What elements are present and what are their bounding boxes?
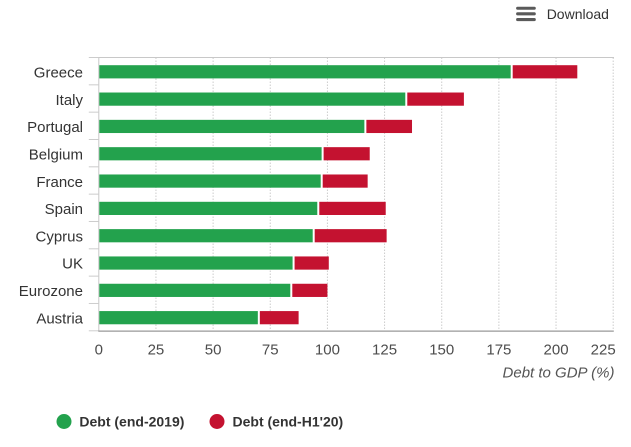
svg-text:125: 125 bbox=[372, 341, 397, 358]
svg-text:200: 200 bbox=[544, 341, 569, 358]
svg-text:Austria: Austria bbox=[36, 310, 83, 327]
svg-text:France: France bbox=[36, 174, 83, 191]
svg-text:Debt (end-2019): Debt (end-2019) bbox=[79, 413, 184, 429]
svg-text:Debt (end-H1'20): Debt (end-H1'20) bbox=[233, 413, 344, 429]
svg-text:25: 25 bbox=[148, 341, 165, 358]
svg-text:Portugal: Portugal bbox=[27, 119, 83, 136]
svg-text:0: 0 bbox=[95, 341, 103, 358]
svg-text:50: 50 bbox=[205, 341, 222, 358]
svg-text:175: 175 bbox=[486, 341, 511, 358]
svg-text:UK: UK bbox=[62, 256, 83, 273]
svg-text:Cyprus: Cyprus bbox=[35, 228, 83, 245]
svg-text:Spain: Spain bbox=[45, 201, 83, 218]
svg-text:75: 75 bbox=[262, 341, 279, 358]
svg-text:Debt to GDP (%): Debt to GDP (%) bbox=[503, 364, 615, 381]
svg-text:Italy: Italy bbox=[55, 92, 83, 109]
svg-text:Greece: Greece bbox=[34, 65, 83, 82]
svg-text:Belgium: Belgium bbox=[29, 146, 83, 163]
svg-text:Eurozone: Eurozone bbox=[19, 283, 83, 300]
svg-text:150: 150 bbox=[429, 341, 454, 358]
svg-text:Download: Download bbox=[547, 6, 609, 22]
svg-text:225: 225 bbox=[591, 341, 616, 358]
svg-text:100: 100 bbox=[315, 341, 340, 358]
